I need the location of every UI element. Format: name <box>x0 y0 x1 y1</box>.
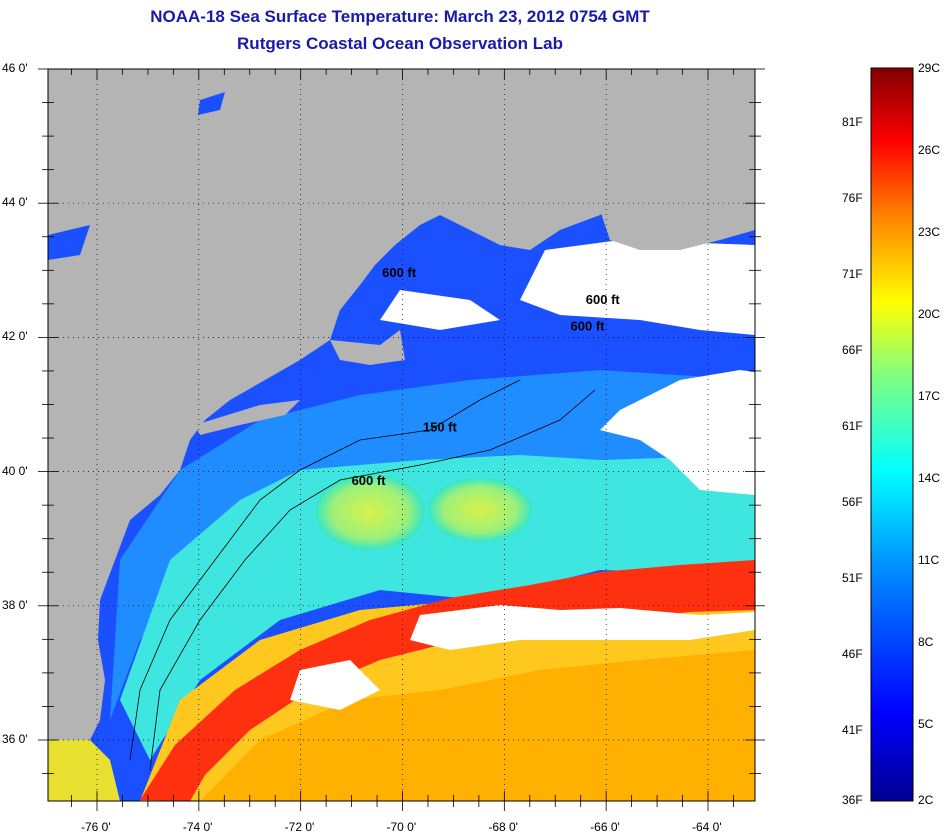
contour-150ft <box>129 379 521 761</box>
colorbar-label-c-4: 17C <box>918 389 941 403</box>
lon-label-5: -66 0' <box>590 820 620 834</box>
land-cape-cod <box>330 330 405 365</box>
contour-label-4: 600 ft <box>571 319 606 334</box>
colorbar-label-c-0: 29C <box>918 61 941 75</box>
map-frame <box>47 68 756 802</box>
lat-label-0: 46 0' <box>2 61 28 75</box>
colorbar-label-f-6: 51F <box>842 571 863 585</box>
graticule <box>48 68 755 801</box>
land-mass <box>48 69 755 740</box>
lon-label-2: -72 0' <box>284 820 315 834</box>
cloud-south <box>410 605 755 650</box>
lat-label-2: 42 0' <box>2 329 28 344</box>
warm-eddy-west <box>315 474 425 550</box>
land-long-island <box>195 400 300 435</box>
shelf-water <box>110 370 755 720</box>
lat-label-4: 38 0' <box>2 597 28 612</box>
colorbar-label-c-1: 26C <box>918 143 941 157</box>
map-title: NOAA-18 Sea Surface Temperature: March 2… <box>150 7 650 26</box>
colorbar-label-f-5: 56F <box>842 495 863 509</box>
lon-label-4: -68 0' <box>488 820 518 834</box>
contour-600ft <box>149 389 596 771</box>
map-subtitle: Rutgers Coastal Ocean Observation Lab <box>237 34 563 53</box>
colorbar-label-c-9: 2C <box>918 793 934 807</box>
sargasso-warm <box>200 650 755 801</box>
colorbar-label-c-6: 11C <box>918 553 940 567</box>
warm-eddy-east <box>428 478 532 542</box>
inland-lake <box>198 92 225 115</box>
lake-ontario <box>48 225 90 260</box>
land-nova-scotia <box>600 155 755 250</box>
colorbar-label-f-9: 36F <box>842 793 863 807</box>
lon-label-6: -64 0' <box>692 820 722 834</box>
chesapeake-water <box>48 740 120 801</box>
lon-label-3: -70 0' <box>386 820 417 834</box>
cloud-east <box>600 370 755 495</box>
axis-ticks <box>38 68 765 811</box>
colorbar-label-f-0: 81F <box>842 115 863 129</box>
colorbar-label-c-5: 14C <box>918 471 941 485</box>
contour-label-3: 600 ft <box>586 292 621 307</box>
lon-label-1: -74 0' <box>182 820 213 834</box>
cloud-coastal <box>380 290 500 330</box>
colorbar-label-c-3: 20C <box>918 307 941 321</box>
colorbar-label-f-8: 41F <box>842 723 863 737</box>
contour-label-1: 150 ft <box>423 419 458 434</box>
colorbar-label-f-2: 71F <box>842 267 863 281</box>
colorbar-label-f-1: 76F <box>842 191 863 205</box>
cloud-south-small <box>290 660 380 710</box>
map-imagery <box>48 69 755 801</box>
colorbar-label-c-2: 23C <box>918 225 941 239</box>
cloud-gulf-of-maine <box>520 240 755 335</box>
lon-label-0: -76 0' <box>81 820 111 834</box>
colorbar <box>870 67 914 802</box>
colorbar-label-f-7: 46F <box>842 647 863 661</box>
contour-labels: 600 ft 150 ft 600 ft 600 ft 600 ft <box>352 265 621 488</box>
lat-label-1: 44 0' <box>2 195 28 210</box>
lat-label-3: 40 0' <box>2 463 28 478</box>
colorbar-label-c-8: 5C <box>918 717 934 731</box>
contour-label-2: 600 ft <box>382 265 417 280</box>
colorbar-label-f-4: 61F <box>842 419 863 433</box>
lat-label-5: 36 0' <box>2 732 28 746</box>
slope-water <box>120 455 755 760</box>
contour-label-0: 600 ft <box>352 473 387 488</box>
colorbar-label-f-3: 66F <box>842 343 863 357</box>
colorbar-label-c-7: 8C <box>918 635 934 649</box>
